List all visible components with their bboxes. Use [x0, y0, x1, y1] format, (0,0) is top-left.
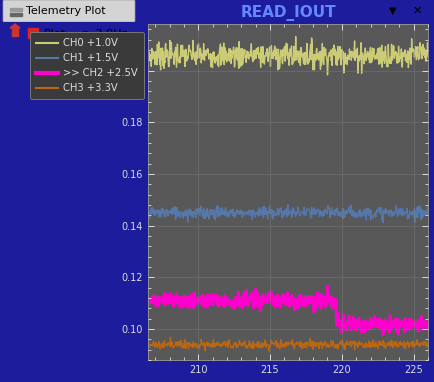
Text: ✕: ✕ — [411, 6, 421, 16]
Bar — [28, 28, 38, 38]
Bar — [10, 13, 22, 16]
Text: ▼: ▼ — [388, 6, 396, 16]
Polygon shape — [10, 24, 20, 28]
FancyBboxPatch shape — [3, 0, 135, 22]
Bar — [10, 8, 22, 11]
Legend: CH0 +1.0V, CH1 +1.5V, >> CH2 +2.5V, CH3 +3.3V: CH0 +1.0V, CH1 +1.5V, >> CH2 +2.5V, CH3 … — [30, 32, 143, 99]
Title: READ_IOUT: READ_IOUT — [240, 5, 335, 21]
Bar — [12, 28, 18, 36]
Text: Plot...  ▾  3.9Hz: Plot... ▾ 3.9Hz — [44, 29, 127, 39]
Text: Telemetry Plot: Telemetry Plot — [26, 6, 105, 16]
